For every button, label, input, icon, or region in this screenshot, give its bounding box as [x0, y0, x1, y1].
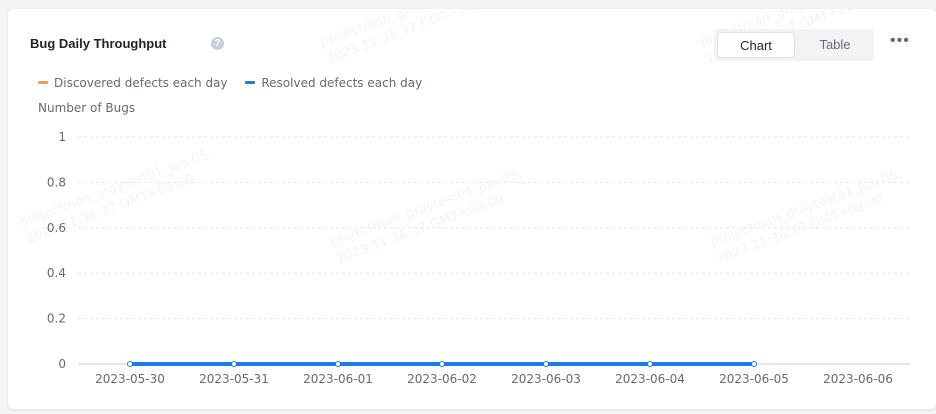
x-tick-label: 2023-06-05 — [719, 372, 789, 386]
x-tick-label: 2023-06-01 — [303, 372, 373, 386]
x-tick-label: 2023-06-04 — [615, 372, 685, 386]
data-point — [439, 361, 445, 367]
more-horizontal-icon[interactable]: ••• — [890, 32, 910, 49]
data-point — [231, 361, 237, 367]
data-point — [127, 361, 133, 367]
legend-item-discovered[interactable]: Discovered defects each day — [38, 76, 228, 90]
legend-swatch-discovered — [38, 81, 48, 84]
legend-label: Discovered defects each day — [54, 75, 228, 90]
legend-label: Resolved defects each day — [261, 75, 423, 90]
table-view-button[interactable]: Table — [819, 37, 851, 52]
y-tick-label: 0.8 — [47, 175, 66, 189]
data-point — [335, 361, 341, 367]
chart-legend: Discovered defects each day Resolved def… — [38, 73, 436, 90]
data-point — [543, 361, 549, 367]
bug-throughput-card: projectman_graytest01_Jun 05, 2023 11:36… — [8, 9, 936, 409]
y-tick-label: 0.4 — [47, 266, 66, 280]
x-tick-label: 2023-06-03 — [511, 372, 581, 386]
legend-item-resolved[interactable]: Resolved defects each day — [245, 76, 422, 90]
data-point — [751, 361, 757, 367]
y-tick-label: 0 — [58, 357, 66, 371]
x-tick-label: 2023-05-30 — [95, 372, 165, 386]
y-tick-label: 1 — [58, 130, 66, 144]
y-tick-label: 0.6 — [47, 221, 66, 235]
legend-swatch-resolved — [245, 81, 256, 84]
x-tick-label: 2023-05-31 — [199, 372, 269, 386]
data-point — [647, 361, 653, 367]
chart-view-button[interactable]: Chart — [717, 32, 795, 58]
y-axis-title: Number of Bugs — [38, 101, 136, 115]
question-circle-icon[interactable]: ? — [211, 37, 224, 50]
y-tick-label: 0.2 — [47, 312, 66, 326]
x-tick-label: 2023-06-02 — [407, 372, 477, 386]
x-tick-label: 2023-06-06 — [823, 372, 893, 386]
panel-title: Bug Daily Throughput — [30, 36, 167, 51]
view-toggle: Chart Table — [714, 29, 874, 61]
